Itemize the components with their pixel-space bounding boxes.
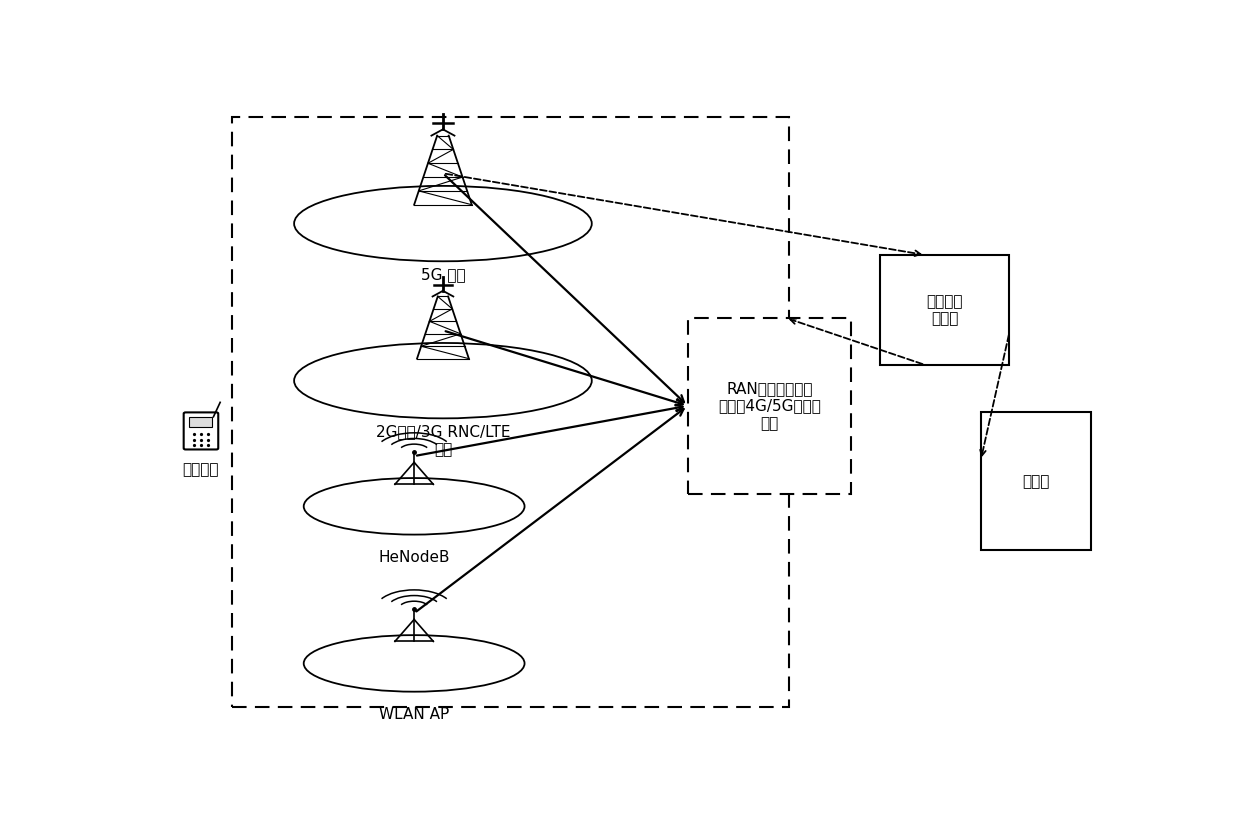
Text: 用户终端: 用户终端 [182,462,219,477]
Text: 核心网: 核心网 [1022,474,1049,489]
Text: 5G 基站: 5G 基站 [420,268,466,282]
Text: 多通道传
输控制: 多通道传 输控制 [927,294,963,326]
Bar [232,117,788,707]
Bar [688,317,851,494]
Text: WLAN AP: WLAN AP [379,707,450,722]
FancyBboxPatch shape [183,412,218,450]
Text: 2G基站/3G RNC/LTE
基站: 2G基站/3G RNC/LTE 基站 [375,424,510,457]
Text: HeNodeB: HeNodeB [378,550,450,565]
Bar [981,412,1092,550]
Bar [880,255,1010,365]
Bar [190,417,213,427]
Text: RAN集中控制实体
（可与4G/5G基站合
设）: RAN集中控制实体 （可与4G/5G基站合 设） [717,381,821,431]
